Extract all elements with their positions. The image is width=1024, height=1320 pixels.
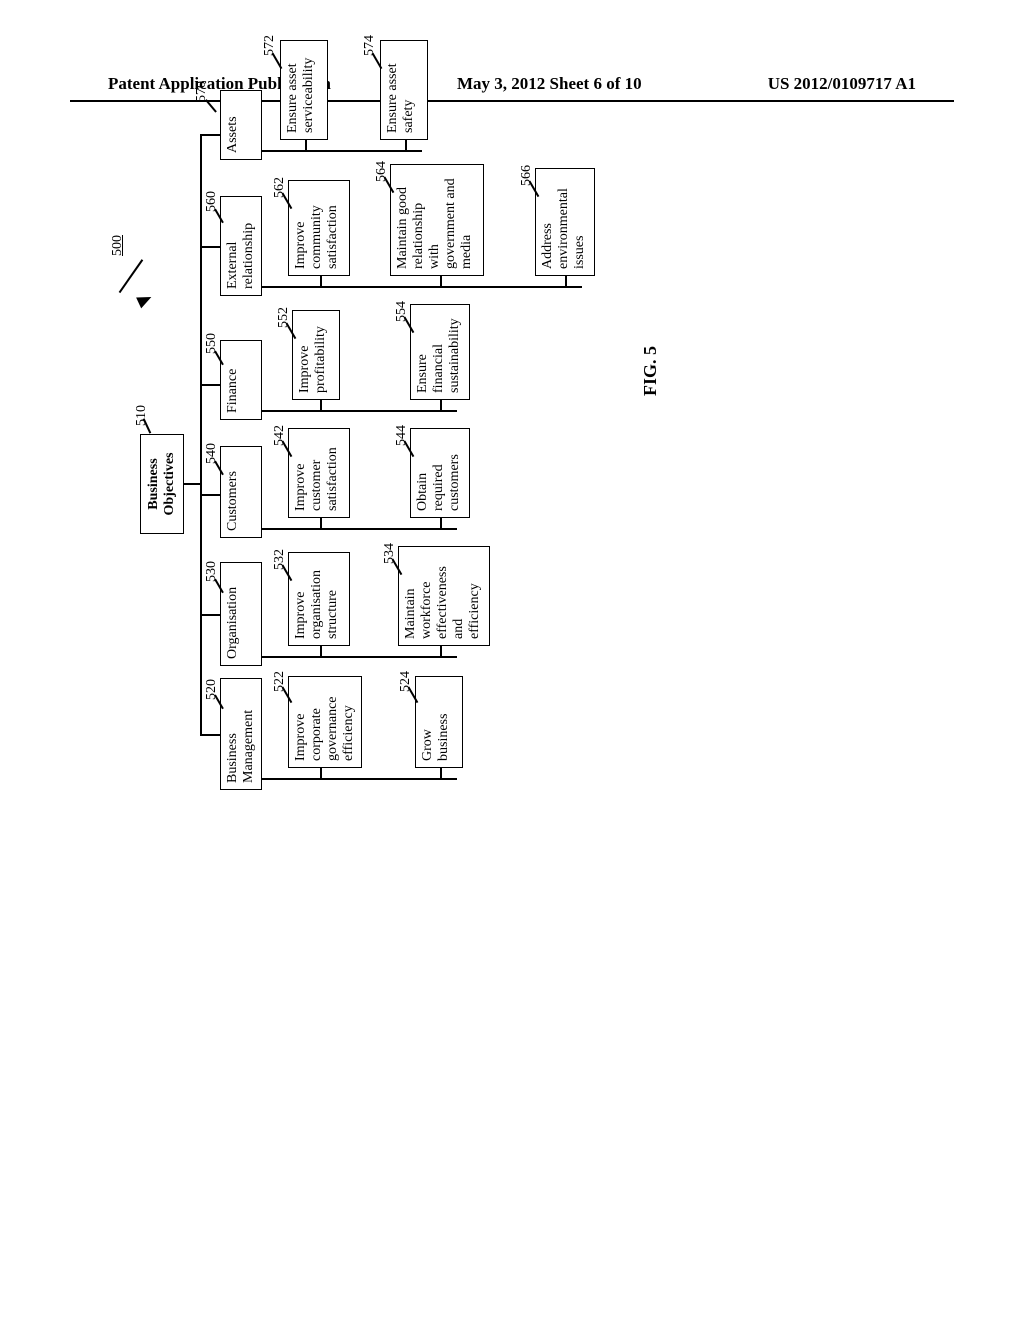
org-chart-diagram: 500 Business Objectives 510 Business Man… [140,170,910,796]
conn-h-532 [320,646,322,658]
conn-h-524 [440,768,442,780]
node-assets: Assets [220,90,262,160]
conn-drop-540 [200,495,220,497]
node-522: Improve corporate governance efficiency [288,676,362,768]
figure-label: FIG. 5 [640,346,661,396]
ref-562: 562 [272,177,288,198]
conn-h-554 [440,400,442,412]
patent-page: Patent Application Publication May 3, 20… [0,0,1024,1320]
ref-544: 544 [394,425,410,446]
ref-534: 534 [382,543,398,564]
node-554: Ensure financial sustainability [410,304,470,400]
node-524: Grow business [415,676,463,768]
conn-drop-530 [200,615,220,617]
ref-550: 550 [204,333,220,354]
conn-h-542 [320,518,322,530]
node-finance: Finance [220,340,262,420]
conn-spine-560 [262,287,582,289]
conn-root-down [184,484,200,486]
conn-spine-530 [262,657,457,659]
ref-520: 520 [204,679,220,700]
node-business-management: Business Management [220,678,262,790]
ref-560: 560 [204,191,220,212]
node-574: Ensure asset safety [380,40,428,140]
header-right: US 2012/0109717 A1 [768,74,916,94]
conn-h-566 [565,276,567,288]
ref-572: 572 [262,35,278,56]
ref-524: 524 [398,671,414,692]
leader-500 [119,259,143,293]
conn-drop-550 [200,385,220,387]
ref-564: 564 [374,161,390,182]
node-organisation: Organisation [220,562,262,666]
conn-h-572 [305,140,307,152]
node-534: Maintain workforce effectiveness and eff… [398,546,490,646]
node-544: Obtain required customers [410,428,470,518]
conn-drop-520 [200,735,220,737]
conn-h-574 [405,140,407,152]
header-center: May 3, 2012 Sheet 6 of 10 [457,74,642,94]
ref-574: 574 [362,35,378,56]
conn-h-522 [320,768,322,780]
node-customers: Customers [220,446,262,538]
conn-h-562 [320,276,322,288]
ref-542: 542 [272,425,288,446]
ref-552: 552 [276,307,292,328]
node-business-objectives: Business Objectives [140,434,184,534]
ref-510: 510 [134,405,150,426]
node-external-relationship: External relationship [220,196,262,296]
conn-h-552 [320,400,322,412]
node-542: Improve customer satisfaction [288,428,350,518]
conn-spine-520 [262,779,457,781]
page-header: Patent Application Publication May 3, 20… [0,74,1024,94]
ref-554: 554 [394,301,410,322]
node-532: Improve organisation structure [288,552,350,646]
node-572: Ensure asset serviceability [280,40,328,140]
ref-500: 500 [110,235,126,256]
ref-570: 570 [194,81,210,102]
ref-530: 530 [204,561,220,582]
conn-bus [200,136,202,736]
conn-h-544 [440,518,442,530]
conn-spine-550 [262,411,457,413]
conn-h-534 [440,646,442,658]
node-566: Address environmental issues [535,168,595,276]
node-564: Maintain good relationship with governme… [390,164,484,276]
node-552: Improve profitability [292,310,340,400]
conn-drop-560 [200,247,220,249]
ref-532: 532 [272,549,288,570]
conn-spine-540 [262,529,457,531]
ref-540: 540 [204,443,220,464]
ref-566: 566 [519,165,535,186]
node-562: Improve community satisfaction [288,180,350,276]
conn-spine-570 [262,151,422,153]
ref-522: 522 [272,671,288,692]
arrowhead-500 [136,292,154,309]
conn-drop-570 [200,135,220,137]
conn-h-564 [440,276,442,288]
